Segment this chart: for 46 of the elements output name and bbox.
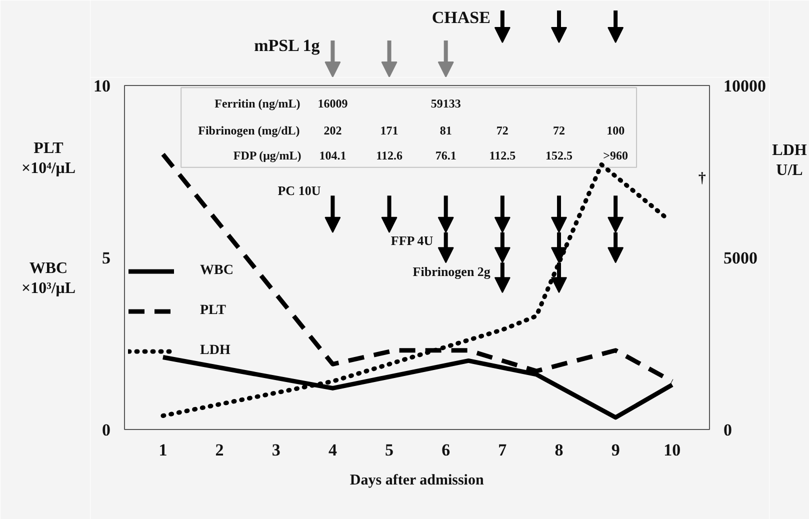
annotation: FDP (μg/mL) <box>233 148 302 162</box>
y2-tick-label: 10000 <box>724 76 766 96</box>
annotation: 104.1 <box>319 148 346 162</box>
annotation: 72 <box>553 124 566 138</box>
annotation: 112.5 <box>489 148 516 162</box>
y-tick-label: 5 <box>102 248 110 268</box>
legend-label: LDH <box>200 343 230 359</box>
annotation: Fibrinogen 2g <box>412 264 491 279</box>
x-tick-label: 6 <box>442 440 450 460</box>
annotation: 152.5 <box>546 148 573 162</box>
text: CHASE <box>432 8 490 27</box>
y2-tick-label: 5000 <box>724 248 758 268</box>
y-axis-title: PLT ×10⁴/μL <box>21 140 76 178</box>
annotation: 81 <box>440 124 452 138</box>
y-tick-label: 0 <box>102 420 110 440</box>
legend-label: PLT <box>200 303 226 319</box>
x-tick-label: 5 <box>385 440 394 460</box>
x-tick-label: 9 <box>611 440 620 460</box>
annotation: 100 <box>606 124 625 138</box>
annotation: 202 <box>324 124 342 138</box>
x-tick-label: 1 <box>158 440 168 460</box>
x-tick-label: 2 <box>215 440 224 460</box>
annotation: 112.6 <box>376 148 402 162</box>
x-tick-label: 4 <box>328 440 338 460</box>
annotation: Fibrinogen (mg/dL) <box>198 124 300 138</box>
x-tick-label: 10 <box>664 440 681 460</box>
x-axis-title: Days after admission <box>350 472 484 488</box>
legend-label: WBC <box>200 263 234 279</box>
x-tick-label: 7 <box>498 440 508 460</box>
x-tick-label: 3 <box>272 440 280 460</box>
annotation: 72 <box>496 124 508 138</box>
y2-axis-title: LDH U/L <box>772 142 808 180</box>
annotation: PC 10U <box>278 182 322 198</box>
y-tick-label: 10 <box>94 76 110 96</box>
text: WBC ×10³/μL <box>21 260 76 298</box>
text: mPSL 1g <box>254 36 320 55</box>
annotation: 16009 <box>318 96 348 110</box>
y2-tick-label: 0 <box>724 420 732 440</box>
annotation: 76.1 <box>435 148 456 162</box>
annotation: 171 <box>380 124 398 138</box>
annotation: † <box>698 170 706 186</box>
annotation: >960 <box>603 148 628 162</box>
annotation: 59133 <box>430 96 461 110</box>
annotation: Ferritin (ng/mL) <box>214 96 300 110</box>
x-tick-label: 8 <box>554 440 564 460</box>
annotation: FFP 4U <box>390 232 434 248</box>
